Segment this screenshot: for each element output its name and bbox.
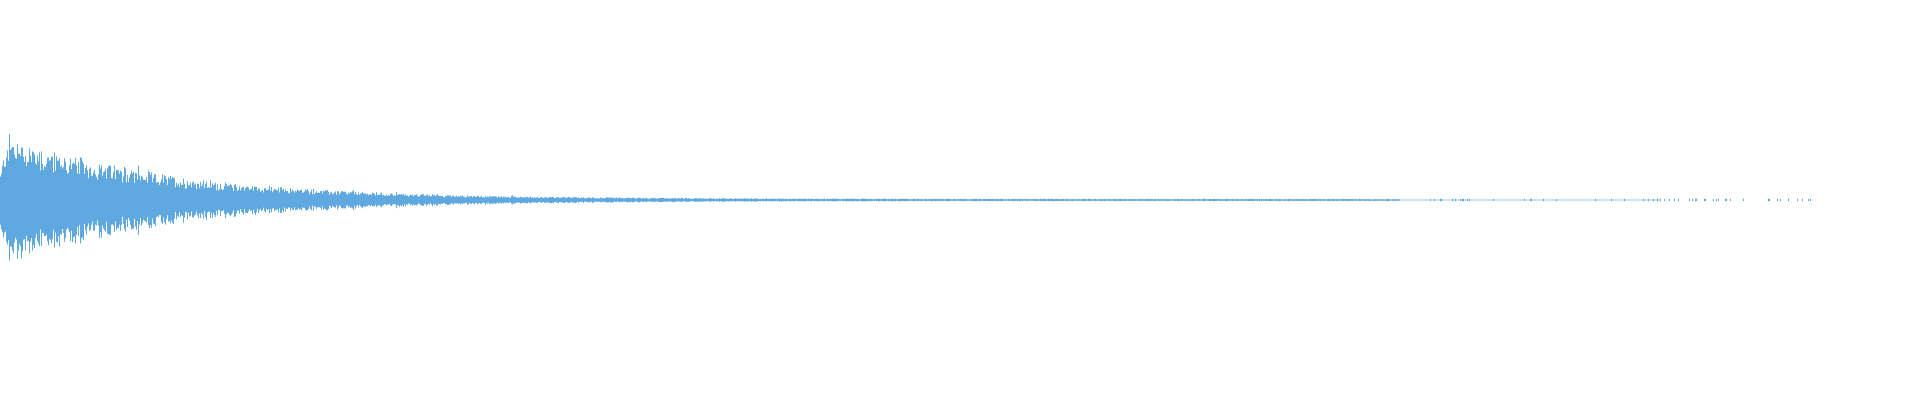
waveform: [0, 134, 1811, 261]
